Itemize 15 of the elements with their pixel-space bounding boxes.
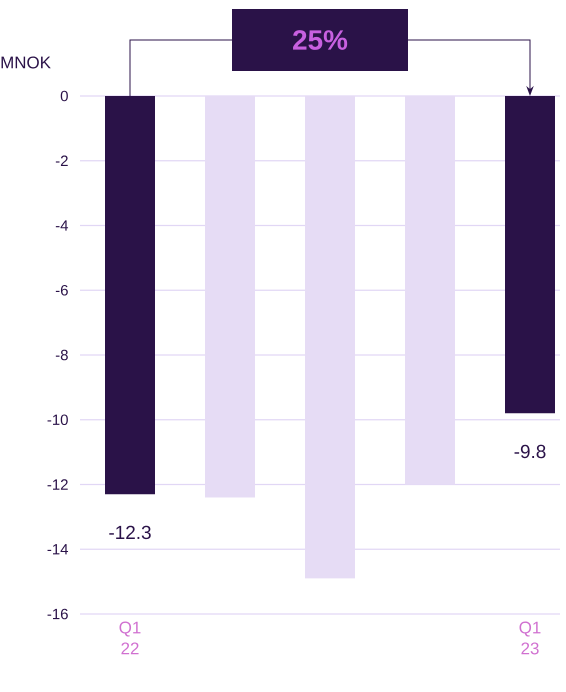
x-tick-label: Q1 23 [520, 622, 540, 654]
y-tick-label: -2 [56, 156, 68, 166]
text: 25% [293, 30, 348, 50]
data-label: -12.3 [109, 526, 151, 540]
y-tick-label: -10 [48, 414, 68, 426]
y-tick-label: -8 [56, 350, 68, 360]
y-tick-label: 0 [60, 90, 68, 102]
data-label: -9.8 [514, 444, 546, 458]
y-tick-label: -6 [56, 284, 68, 296]
y-tick-label: -4 [56, 220, 68, 231]
x-tick-label: Q1 22 [120, 622, 140, 654]
y-axis-title: MNOK [2, 56, 51, 68]
y-tick-label: -14 [48, 544, 68, 554]
y-tick-label: -16 [48, 608, 68, 620]
y-tick-label: -12 [48, 479, 68, 490]
